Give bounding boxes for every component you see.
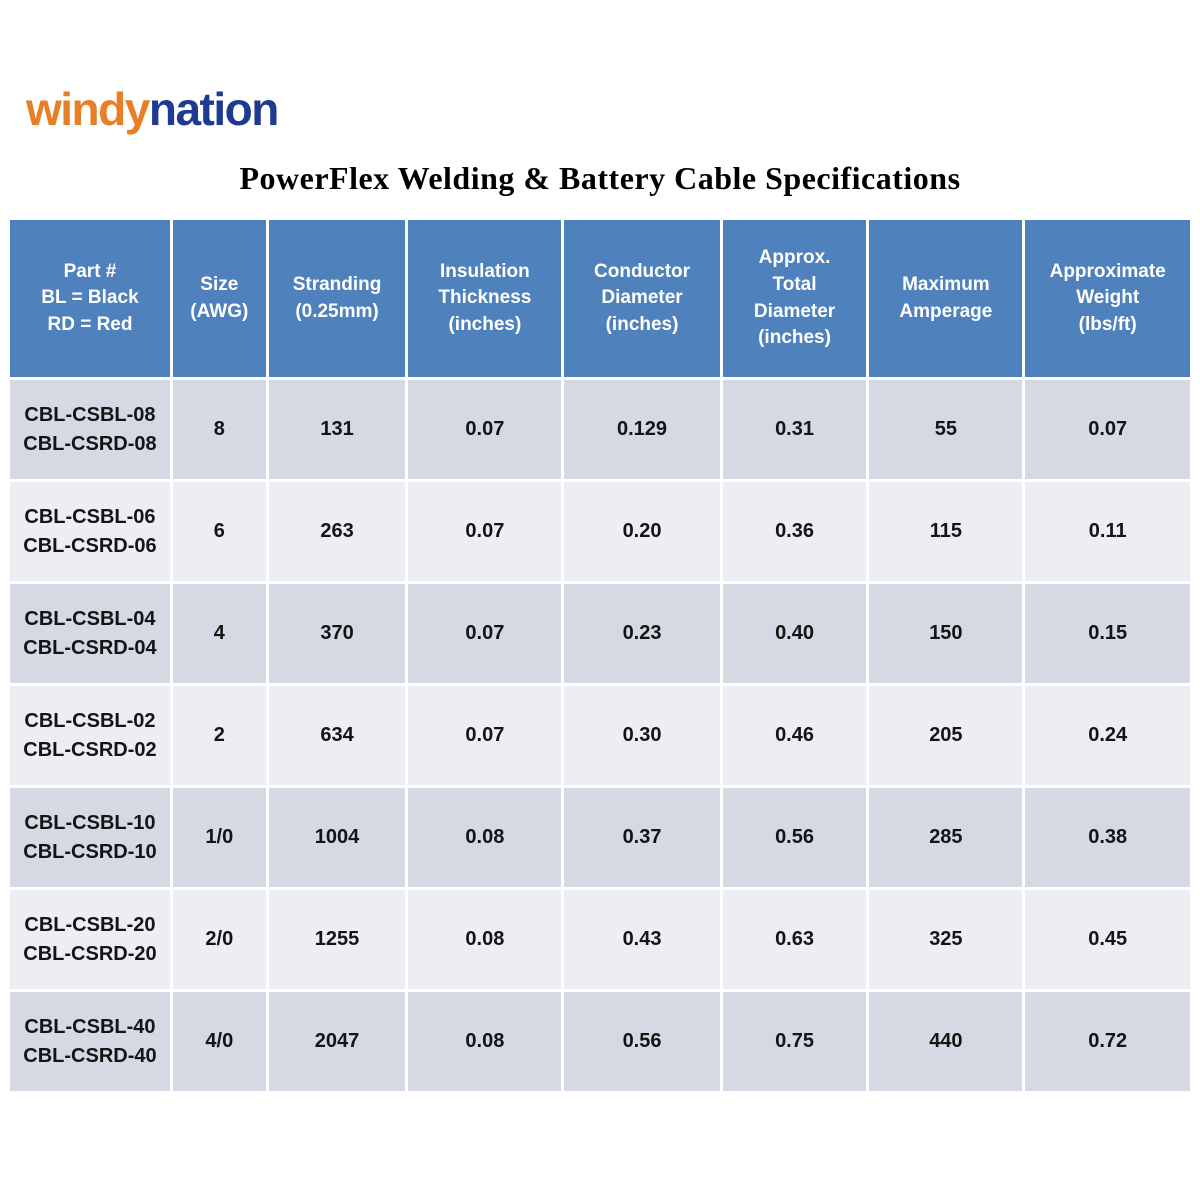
cell-weight: 0.24: [1025, 686, 1190, 785]
column-header-part: Part # BL = Black RD = Red: [10, 220, 170, 377]
cell-size: 2: [172, 686, 266, 785]
cell-total: 0.40: [722, 584, 867, 683]
cell-amperage: 285: [869, 788, 1023, 887]
cell-part: CBL-CSBL-02 CBL-CSRD-02: [10, 686, 170, 785]
logo-nation-text: nation: [148, 83, 279, 135]
cell-amperage: 205: [869, 686, 1023, 785]
column-header-amperage: Maximum Amperage: [869, 220, 1023, 377]
cell-part: CBL-CSBL-08 CBL-CSRD-08: [10, 380, 170, 479]
windynation-logo: windynation: [26, 83, 279, 135]
table-row: CBL-CSBL-40 CBL-CSRD-40 4/0 2047 0.08 0.…: [10, 992, 1190, 1091]
column-header-weight: Approximate Weight (lbs/ft): [1025, 220, 1190, 377]
cell-insulation: 0.08: [408, 890, 562, 989]
cell-insulation: 0.07: [408, 584, 562, 683]
cell-weight: 0.15: [1025, 584, 1190, 683]
cell-total: 0.56: [722, 788, 867, 887]
cell-part: CBL-CSBL-10 CBL-CSRD-10: [10, 788, 170, 887]
table-row: CBL-CSBL-08 CBL-CSRD-08 8 131 0.07 0.129…: [10, 380, 1190, 479]
cell-stranding: 263: [268, 482, 406, 581]
cell-conductor: 0.129: [564, 380, 720, 479]
cell-stranding: 2047: [268, 992, 406, 1091]
cell-insulation: 0.07: [408, 380, 562, 479]
table-row: CBL-CSBL-20 CBL-CSRD-20 2/0 1255 0.08 0.…: [10, 890, 1190, 989]
cell-insulation: 0.07: [408, 686, 562, 785]
cell-part: CBL-CSBL-06 CBL-CSRD-06: [10, 482, 170, 581]
cell-size: 6: [172, 482, 266, 581]
cell-stranding: 131: [268, 380, 406, 479]
cell-size: 4: [172, 584, 266, 683]
cell-total: 0.36: [722, 482, 867, 581]
cell-conductor: 0.20: [564, 482, 720, 581]
column-header-conductor: Conductor Diameter (inches): [564, 220, 720, 377]
cell-insulation: 0.07: [408, 482, 562, 581]
cell-part: CBL-CSBL-20 CBL-CSRD-20: [10, 890, 170, 989]
cell-amperage: 150: [869, 584, 1023, 683]
cell-stranding: 370: [268, 584, 406, 683]
cell-insulation: 0.08: [408, 992, 562, 1091]
cell-size: 1/0: [172, 788, 266, 887]
cell-conductor: 0.37: [564, 788, 720, 887]
cell-total: 0.63: [722, 890, 867, 989]
table-header-row: Part # BL = Black RD = Red Size (AWG) St…: [10, 220, 1190, 377]
cell-total: 0.75: [722, 992, 867, 1091]
spec-table: Part # BL = Black RD = Red Size (AWG) St…: [7, 217, 1193, 1094]
cell-part: CBL-CSBL-40 CBL-CSRD-40: [10, 992, 170, 1091]
column-header-size: Size (AWG): [172, 220, 266, 377]
cell-stranding: 1255: [268, 890, 406, 989]
cell-conductor: 0.43: [564, 890, 720, 989]
cell-part: CBL-CSBL-04 CBL-CSRD-04: [10, 584, 170, 683]
cell-conductor: 0.23: [564, 584, 720, 683]
column-header-insulation: Insulation Thickness (inches): [408, 220, 562, 377]
cell-conductor: 0.30: [564, 686, 720, 785]
cell-stranding: 634: [268, 686, 406, 785]
cell-stranding: 1004: [268, 788, 406, 887]
cell-conductor: 0.56: [564, 992, 720, 1091]
column-header-stranding: Stranding (0.25mm): [268, 220, 406, 377]
cell-size: 2/0: [172, 890, 266, 989]
table-row: CBL-CSBL-02 CBL-CSRD-02 2 634 0.07 0.30 …: [10, 686, 1190, 785]
cell-amperage: 325: [869, 890, 1023, 989]
column-header-total: Approx. Total Diameter (inches): [722, 220, 867, 377]
cell-weight: 0.07: [1025, 380, 1190, 479]
cell-amperage: 115: [869, 482, 1023, 581]
cell-total: 0.31: [722, 380, 867, 479]
cell-size: 8: [172, 380, 266, 479]
page-title: PowerFlex Welding & Battery Cable Specif…: [239, 160, 961, 196]
logo-windy-text: windy: [26, 83, 150, 135]
cell-size: 4/0: [172, 992, 266, 1091]
table-row: CBL-CSBL-04 CBL-CSRD-04 4 370 0.07 0.23 …: [10, 584, 1190, 683]
cell-insulation: 0.08: [408, 788, 562, 887]
cell-amperage: 55: [869, 380, 1023, 479]
cell-weight: 0.11: [1025, 482, 1190, 581]
cell-weight: 0.38: [1025, 788, 1190, 887]
table-row: CBL-CSBL-10 CBL-CSRD-10 1/0 1004 0.08 0.…: [10, 788, 1190, 887]
cell-weight: 0.72: [1025, 992, 1190, 1091]
cell-weight: 0.45: [1025, 890, 1190, 989]
cell-amperage: 440: [869, 992, 1023, 1091]
table-row: CBL-CSBL-06 CBL-CSRD-06 6 263 0.07 0.20 …: [10, 482, 1190, 581]
cell-total: 0.46: [722, 686, 867, 785]
